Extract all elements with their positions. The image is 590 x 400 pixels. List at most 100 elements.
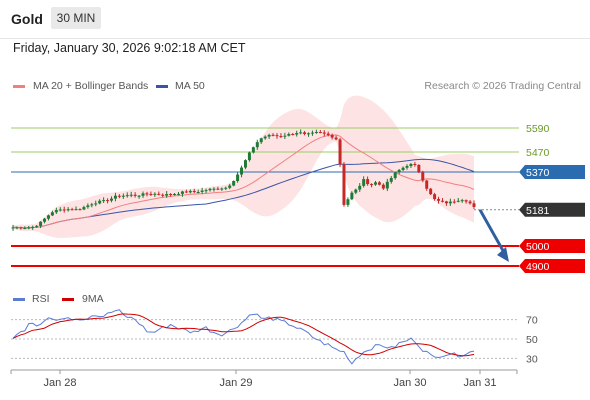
candle-body (133, 194, 137, 196)
candle-body (54, 210, 58, 213)
candle-body (216, 188, 220, 190)
candle-body (322, 132, 326, 134)
candle-body (23, 228, 27, 230)
candle-body (121, 195, 125, 197)
candle-body (354, 189, 358, 193)
research-credit: Research © 2026 Trading Central (424, 80, 581, 92)
candle-body (19, 227, 23, 229)
candle-body (444, 201, 448, 204)
candle-body (98, 200, 102, 204)
candle-body (310, 132, 314, 134)
candle-body (456, 200, 460, 202)
rsi-ma-legend-label: 9MA (82, 293, 104, 305)
x-tick-label: Jan 28 (43, 377, 76, 389)
support-label-bg (519, 259, 585, 273)
candle-body (377, 182, 381, 185)
candle-body (110, 198, 114, 201)
current-price-label-bg (519, 202, 585, 217)
candle-body (157, 193, 161, 195)
support-label-bg (519, 239, 585, 253)
rsi-legend-swatch (13, 298, 25, 301)
candle-body (401, 167, 405, 170)
candle-body (39, 221, 43, 226)
candle-body (66, 209, 70, 211)
candle-body (338, 139, 342, 165)
candle-body (247, 152, 251, 161)
candle-body (204, 190, 208, 192)
candle-body (94, 203, 98, 205)
candle-body (240, 167, 244, 175)
bollinger-band-area (13, 95, 474, 238)
candle-body (413, 163, 417, 166)
candle-body (460, 200, 464, 202)
ma50-legend-label: MA 50 (175, 80, 205, 92)
ma20-line (13, 134, 475, 229)
candle-body (440, 200, 444, 202)
candle-body (141, 193, 145, 196)
candle-body (287, 134, 291, 136)
candle-body (176, 193, 180, 195)
candle-body (472, 203, 476, 207)
candle-body (373, 182, 377, 185)
candle-body (161, 194, 165, 196)
candle-body (468, 201, 472, 204)
candle-body (137, 195, 141, 197)
candle-body (165, 194, 169, 196)
candle-body (389, 178, 393, 182)
candle-body (362, 179, 366, 186)
candle-body (208, 188, 212, 191)
candle-body (291, 134, 295, 136)
candle-body (70, 209, 74, 211)
timeframe-button[interactable]: 30 MIN (51, 7, 101, 29)
candle-body (397, 169, 401, 173)
candle-body (358, 185, 362, 190)
candle-body (452, 201, 456, 203)
instrument-title: Gold (11, 11, 43, 27)
candle-body (220, 188, 224, 190)
candle-body (74, 209, 78, 211)
projection-arrow-shaft (478, 209, 508, 257)
candle-body (326, 133, 330, 135)
candle-body (180, 191, 184, 194)
candle-body (251, 147, 255, 153)
candle-body (425, 180, 429, 189)
candle-body (200, 190, 204, 193)
candle-body (330, 134, 334, 138)
candle-body (275, 135, 279, 137)
ma20-legend-label: MA 20 + Bollinger Bands (33, 80, 149, 92)
candle-body (43, 218, 47, 222)
candle-body (106, 200, 110, 202)
candle-body (224, 187, 228, 189)
candle-body (299, 132, 303, 134)
candle-body (113, 195, 117, 199)
x-tick-label: Jan 29 (219, 377, 252, 389)
x-tick-label: Jan 31 (463, 377, 496, 389)
rsi-legend-label: RSI (32, 293, 50, 305)
candle-body (15, 227, 19, 229)
candle-body (405, 166, 409, 168)
candle-body (409, 163, 413, 167)
candle-body (267, 134, 271, 137)
ma20-legend-swatch (13, 85, 25, 88)
candle-body (279, 136, 283, 138)
candle-body (307, 133, 311, 135)
chart-toolbar: Gold 30 MIN (0, 0, 590, 39)
candle-body (31, 226, 35, 228)
candle-body (334, 137, 338, 140)
rsi-tick-label: 50 (526, 334, 538, 346)
candle-body (433, 194, 437, 200)
candle-body (342, 164, 346, 205)
ma50-legend-swatch (156, 85, 168, 88)
current-price-label: 5181 (526, 205, 550, 217)
candle-body (303, 132, 307, 135)
candle-body (62, 209, 66, 211)
x-tick-label: Jan 30 (393, 377, 426, 389)
candle-body (448, 201, 452, 204)
candle-body (188, 190, 192, 193)
candle-body (385, 181, 389, 189)
support-label: 5000 (526, 241, 550, 253)
candle-body (295, 133, 299, 135)
candle-body (78, 209, 82, 211)
candle-body (50, 212, 54, 216)
